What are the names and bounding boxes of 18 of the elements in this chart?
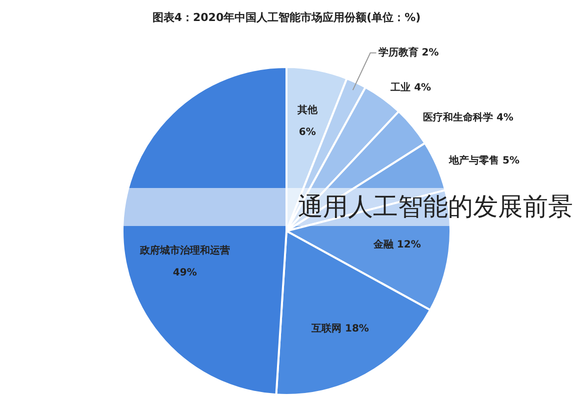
data-label: 4% (496, 112, 514, 124)
chart-title: 图表4：2020年中国人工智能市场应用份额(单位：%) (152, 10, 421, 24)
data-label: 49% (172, 267, 197, 278)
data-label: 18% (345, 323, 369, 334)
slice-label: 金融 (372, 238, 394, 251)
text: 通用人工智能的发展前景 (298, 191, 573, 223)
slice-label: 地产与零售 (448, 154, 500, 166)
slice-label: 工业 (390, 81, 411, 94)
slice-label: 学历教育 (378, 46, 418, 59)
data-label: 12% (396, 240, 421, 251)
slice-label: 政府城市治理和运营 (138, 244, 230, 256)
slice-label: 互联网 (310, 322, 342, 334)
data-label: 2% (422, 48, 439, 59)
data-label: 6% (298, 127, 316, 138)
data-label: 5% (502, 155, 520, 166)
data-label: 4% (414, 82, 432, 94)
slice-label: 医疗和生命科学 (422, 112, 493, 124)
slice-label: 其他 (296, 104, 318, 116)
